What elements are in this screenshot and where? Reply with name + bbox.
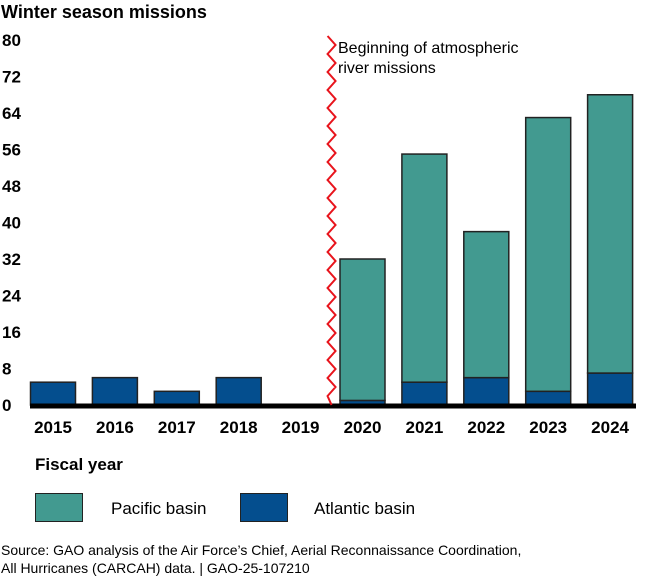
- bar-pacific-basin-2023: [524, 116, 572, 393]
- y-tick-label: 16: [2, 323, 21, 342]
- y-tick-label: 32: [2, 250, 21, 269]
- annotation-text-line2: river missions: [338, 60, 436, 77]
- y-tick-label: 0: [2, 396, 11, 415]
- bar-atlantic-basin-2017: [153, 390, 201, 406]
- y-tick-labels: 0 8 16 24 32 40 48 56 64 72 80: [2, 31, 21, 415]
- y-tick-label: 40: [2, 214, 21, 233]
- bar-atlantic-basin-2016: [91, 376, 139, 406]
- x-tick-label: 2019: [282, 418, 320, 437]
- y-tick-label: 24: [2, 287, 21, 306]
- bars: [29, 94, 634, 406]
- source-line-1: Source: GAO analysis of the Air Force’s …: [1, 542, 522, 558]
- y-tick-label: 56: [2, 141, 21, 160]
- legend-swatch-atlantic: [240, 493, 288, 522]
- x-tick-label: 2023: [529, 418, 567, 437]
- legend-swatch-pacific: [35, 493, 83, 522]
- bar-atlantic-basin-2022: [463, 376, 510, 406]
- x-tick-label: 2015: [34, 418, 72, 437]
- bar-atlantic-basin-2021: [401, 381, 448, 406]
- legend-label-atlantic: Atlantic basin: [314, 499, 416, 518]
- y-tick-label: 64: [2, 104, 21, 123]
- y-tick-label: 72: [2, 68, 21, 87]
- y-tick-label: 48: [2, 177, 21, 196]
- source-line-2: All Hurricanes (CARCAH) data. | GAO-25-1…: [1, 560, 310, 576]
- annotation-zigzag-line: [326, 35, 337, 406]
- bar-pacific-basin-2022: [463, 230, 510, 379]
- y-tick-label: 80: [2, 31, 21, 50]
- x-tick-label: 2017: [158, 418, 196, 437]
- bar-atlantic-basin-2024: [586, 372, 634, 406]
- bar-pacific-basin-2024: [586, 94, 634, 374]
- x-tick-label: 2018: [220, 418, 258, 437]
- annotation-text-line1: Beginning of atmospheric: [338, 40, 519, 57]
- y-axis-title: Winter season missions: [1, 2, 207, 22]
- x-tick-labels: 2015 2016 2017 2018 2019 2020 2021 2022 2023 2024: [34, 418, 629, 437]
- legend-label-pacific: Pacific basin: [111, 499, 207, 518]
- x-tick-label: 2024: [591, 418, 629, 437]
- x-tick-label: 2022: [467, 418, 505, 437]
- bar-atlantic-basin-2018: [215, 376, 262, 406]
- source-note: Source: GAO analysis of the Air Force’s …: [1, 541, 641, 577]
- stacked-bar-chart: 0 8 16 24 32 40 48 56 64 72 80 Beginning of atmosp…: [2, 31, 636, 437]
- bar-atlantic-basin-2015: [29, 381, 77, 406]
- bar-pacific-basin-2021: [401, 153, 448, 383]
- bar-atlantic-basin-2023: [524, 390, 572, 406]
- bar-pacific-basin-2020: [339, 258, 386, 402]
- x-axis-title: Fiscal year: [35, 455, 123, 474]
- y-tick-label: 8: [2, 360, 11, 379]
- x-tick-label: 2021: [405, 418, 443, 437]
- x-tick-label: 2020: [344, 418, 382, 437]
- x-tick-label: 2016: [96, 418, 134, 437]
